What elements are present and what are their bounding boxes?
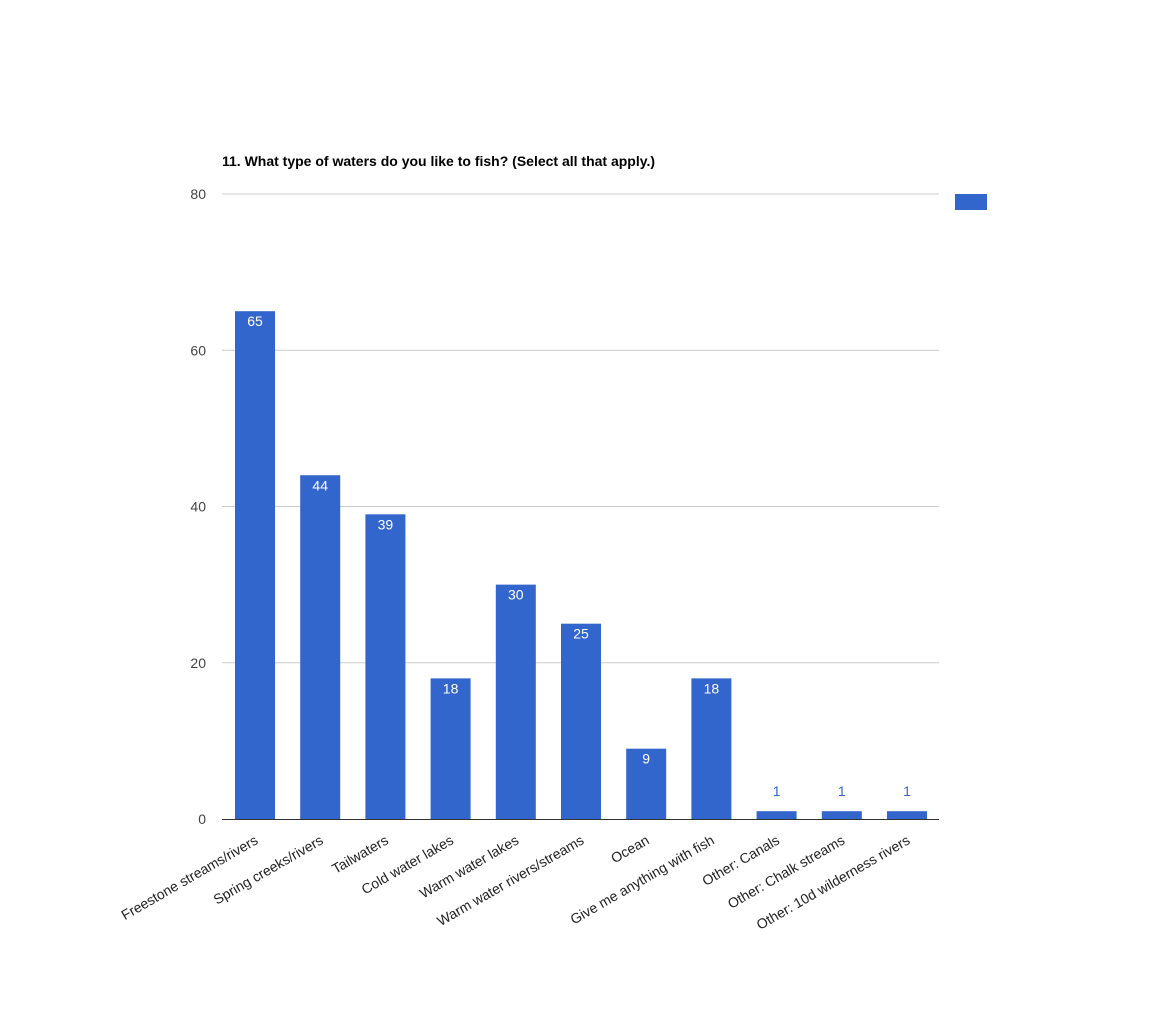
y-tick-label: 0 <box>198 811 206 827</box>
legend-swatch <box>955 194 987 210</box>
legend <box>955 194 987 210</box>
bar <box>691 678 732 819</box>
chart-title: 11. What type of waters do you like to f… <box>222 153 655 169</box>
y-tick-label: 20 <box>190 655 206 671</box>
bar <box>626 748 667 819</box>
data-label: 25 <box>573 626 589 642</box>
data-labels: 65 44 39 18 30 25 9 18 1 1 1 <box>247 313 911 799</box>
bar <box>495 584 536 819</box>
data-label: 18 <box>443 680 459 696</box>
y-tick-label: 40 <box>190 499 206 515</box>
data-label: 39 <box>378 516 394 532</box>
data-label: 18 <box>704 680 720 696</box>
data-label: 1 <box>773 783 781 799</box>
y-tick-label: 60 <box>190 342 206 358</box>
data-label: 44 <box>312 477 328 493</box>
bar <box>887 811 927 819</box>
y-tick-label: 80 <box>190 186 206 202</box>
y-axis-tick-labels: 0 20 40 60 80 <box>190 186 206 827</box>
bar <box>756 811 797 819</box>
data-label: 1 <box>838 783 846 799</box>
bar <box>365 514 406 819</box>
x-tick-label: Spring creeks/rivers <box>211 832 326 908</box>
data-label: 9 <box>642 751 650 767</box>
bars <box>235 311 927 819</box>
data-label: 65 <box>247 313 263 329</box>
bar <box>821 811 862 819</box>
bar <box>235 311 275 819</box>
data-label: 1 <box>903 783 911 799</box>
data-label: 30 <box>508 587 524 603</box>
x-tick-label: Ocean <box>608 832 652 866</box>
bar <box>430 678 471 819</box>
bar <box>300 475 341 819</box>
bar <box>561 623 601 819</box>
